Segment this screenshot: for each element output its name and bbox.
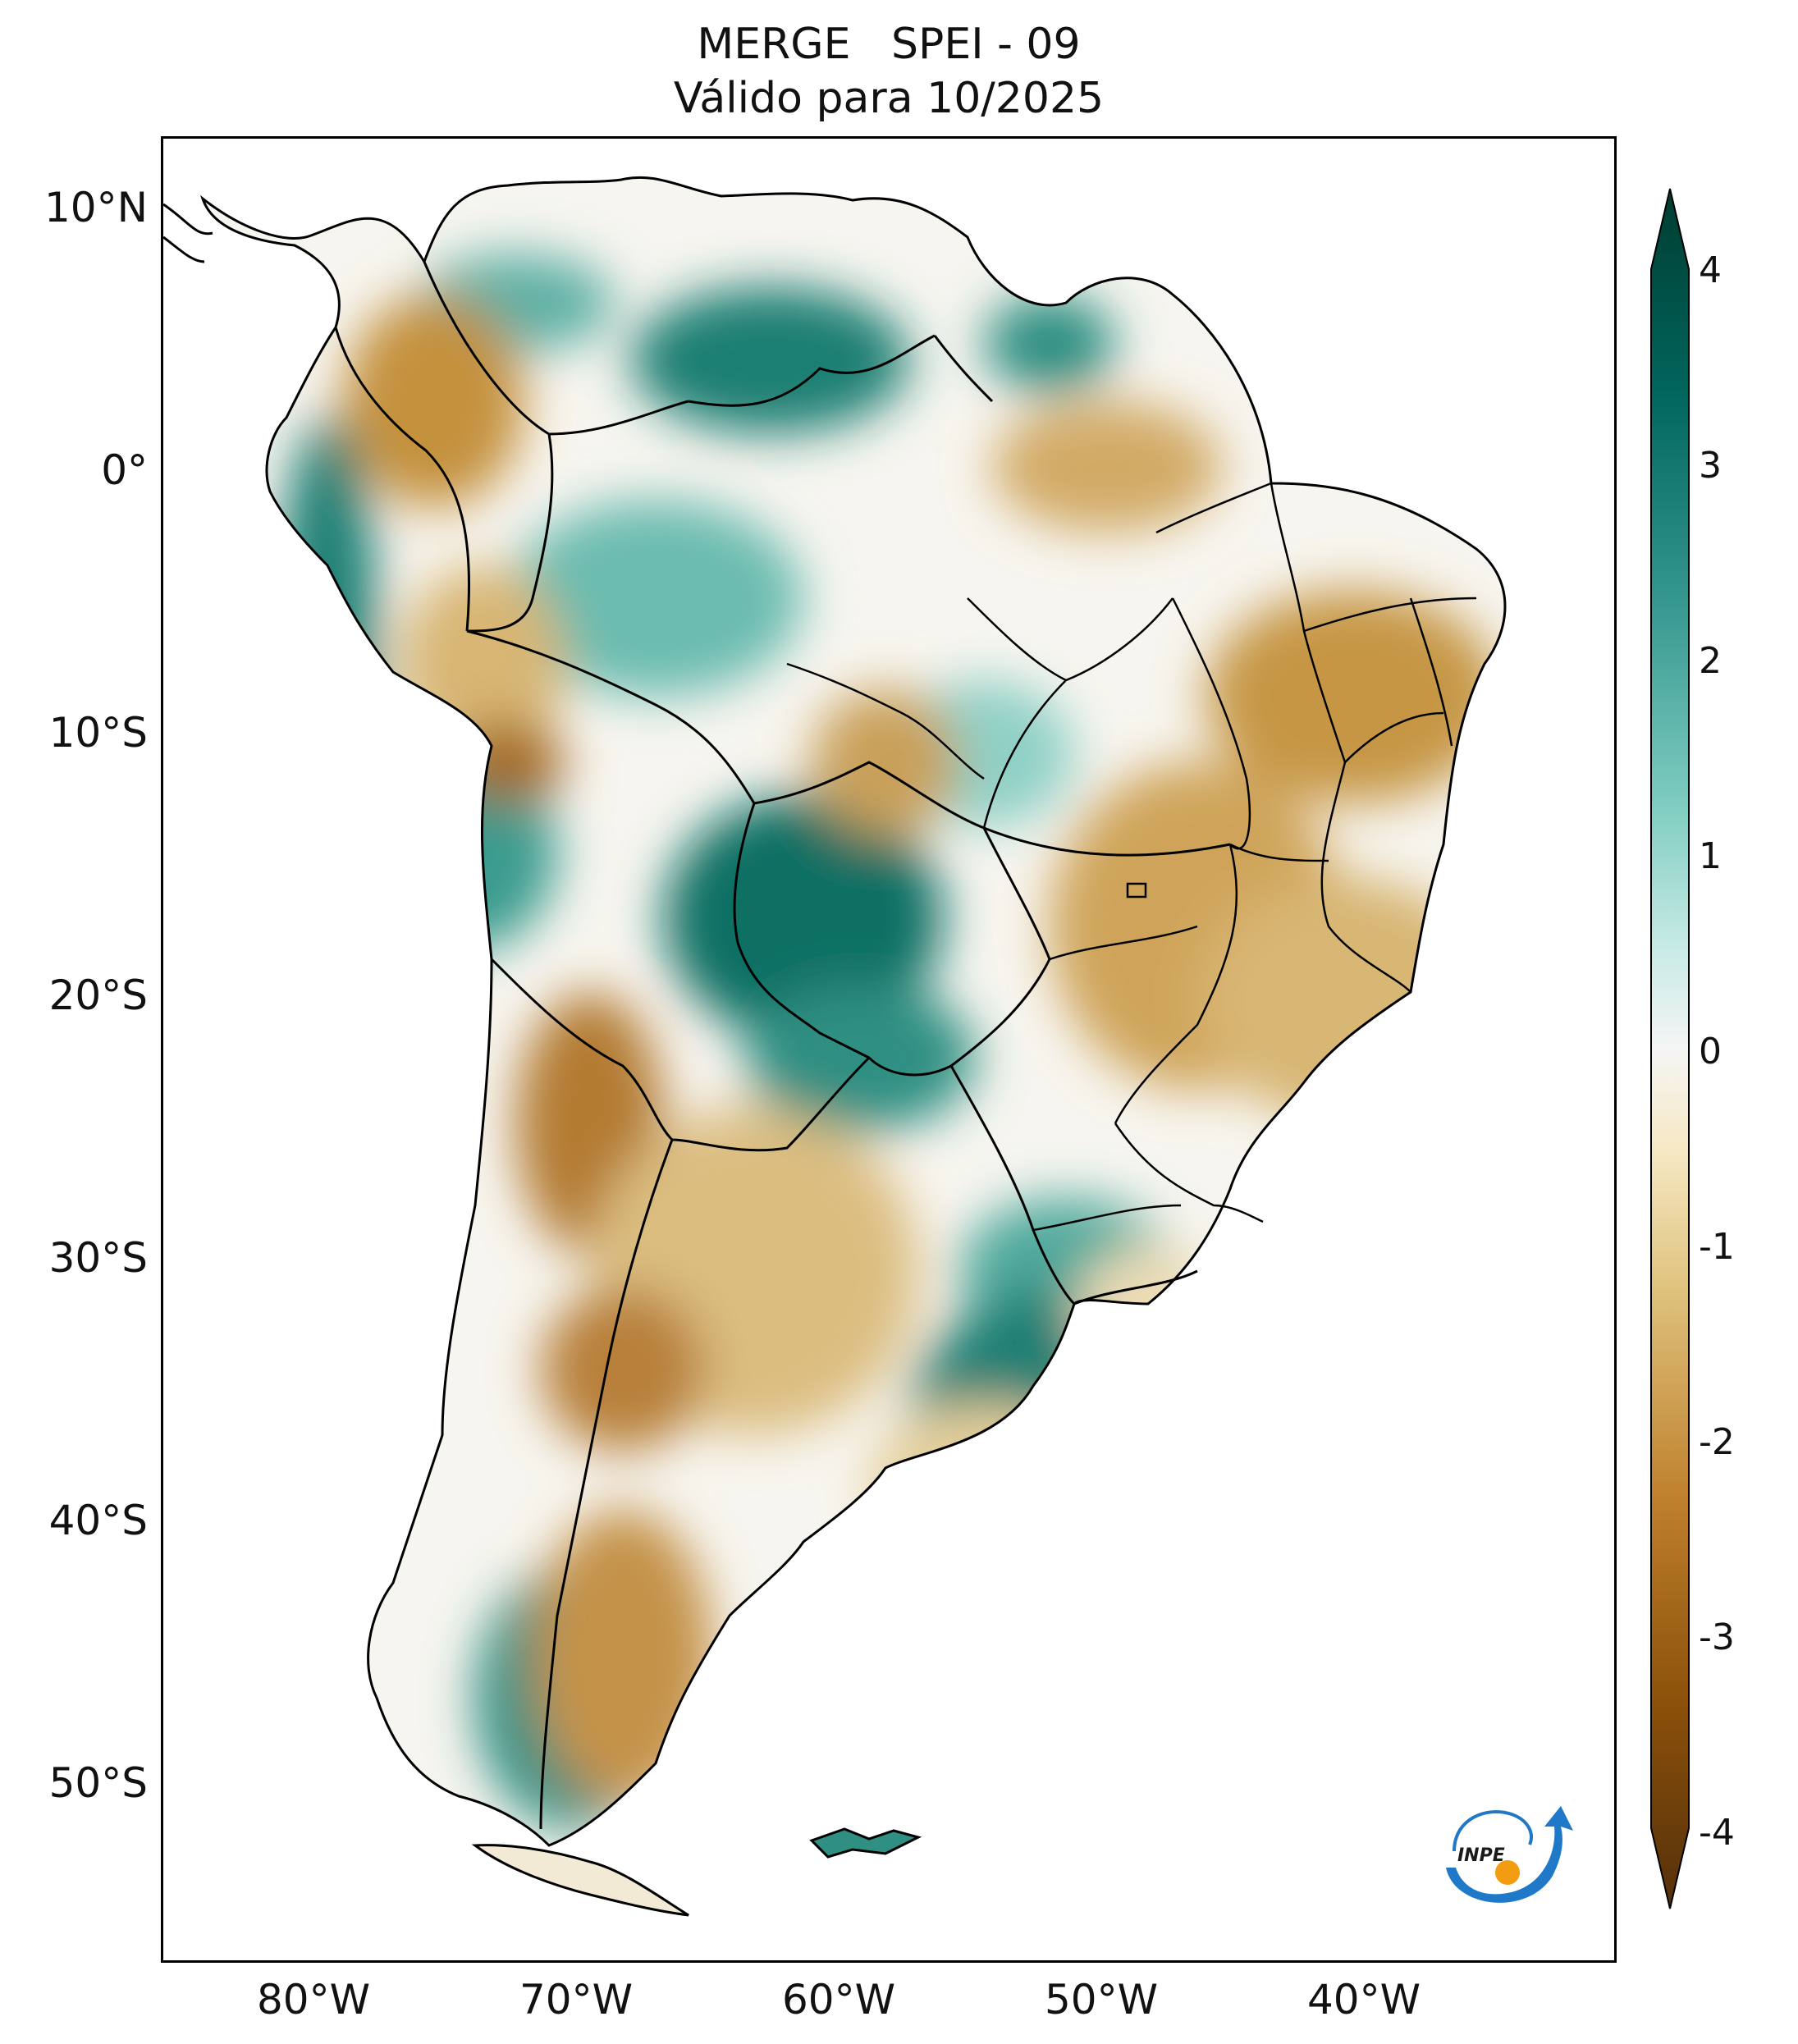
inpe-logo-text: INPE bbox=[1457, 1845, 1505, 1866]
colorbar-tick-neg2: -2 bbox=[1699, 1421, 1735, 1463]
spei-map bbox=[163, 176, 1507, 1917]
inpe-logo: INPE bbox=[1438, 1794, 1585, 1917]
colorbar-tick-0: 0 bbox=[1699, 1031, 1722, 1072]
federal-district bbox=[1126, 882, 1147, 899]
lat-tick-10s: 10°S bbox=[48, 709, 148, 757]
central-america-coast bbox=[163, 203, 213, 263]
colorbar-tick-1: 1 bbox=[1699, 835, 1722, 877]
map-title: MERGE SPEI - 09 bbox=[697, 20, 1081, 69]
coastline bbox=[200, 176, 1507, 1847]
lon-tick-80w: 80°W bbox=[256, 1976, 371, 2023]
lat-tick-30s: 30°S bbox=[48, 1234, 148, 1282]
lon-tick-50w: 50°W bbox=[1044, 1976, 1159, 2023]
lat-tick-50s: 50°S bbox=[48, 1759, 148, 1807]
colorbar-tick-neg3: -3 bbox=[1699, 1616, 1735, 1658]
lon-tick-70w: 70°W bbox=[519, 1976, 634, 2023]
lat-tick-0: 0° bbox=[101, 446, 148, 494]
colorbar-tick-3: 3 bbox=[1699, 445, 1722, 487]
lat-tick-10n: 10°N bbox=[43, 184, 148, 231]
colorbar-tick-neg4: -4 bbox=[1699, 1812, 1735, 1854]
lat-tick-20s: 20°S bbox=[48, 972, 148, 1019]
lat-tick-40s: 40°S bbox=[48, 1497, 148, 1544]
map-panel bbox=[161, 136, 1617, 1963]
colorbar-tick-neg1: -1 bbox=[1699, 1226, 1735, 1268]
lon-tick-40w: 40°W bbox=[1306, 1976, 1421, 2023]
colorbar bbox=[1650, 188, 1690, 1909]
map-subtitle: Válido para 10/2025 bbox=[673, 74, 1105, 123]
colorbar-tick-2: 2 bbox=[1699, 640, 1722, 682]
colorbar-tick-4: 4 bbox=[1699, 249, 1722, 291]
lon-tick-60w: 60°W bbox=[781, 1976, 896, 2023]
state-borders bbox=[786, 482, 1477, 1232]
tierra-del-fuego bbox=[471, 1844, 689, 1917]
falkland-islands bbox=[809, 1827, 922, 1859]
country-borders bbox=[334, 261, 1231, 1830]
